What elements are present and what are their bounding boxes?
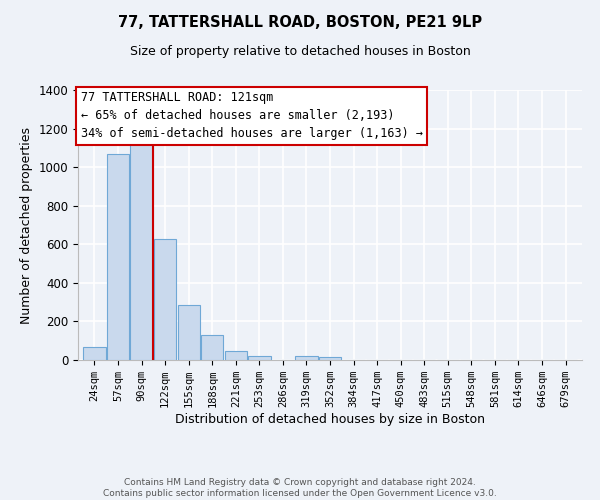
- Text: Contains HM Land Registry data © Crown copyright and database right 2024.
Contai: Contains HM Land Registry data © Crown c…: [103, 478, 497, 498]
- Bar: [201, 335, 223, 360]
- Bar: [178, 305, 200, 360]
- X-axis label: Distribution of detached houses by size in Boston: Distribution of detached houses by size …: [175, 413, 485, 426]
- Text: Size of property relative to detached houses in Boston: Size of property relative to detached ho…: [130, 45, 470, 58]
- Bar: [83, 348, 106, 360]
- Text: 77 TATTERSHALL ROAD: 121sqm
← 65% of detached houses are smaller (2,193)
34% of : 77 TATTERSHALL ROAD: 121sqm ← 65% of det…: [80, 92, 422, 140]
- Y-axis label: Number of detached properties: Number of detached properties: [20, 126, 33, 324]
- Bar: [248, 356, 271, 360]
- Bar: [154, 238, 176, 360]
- Bar: [224, 350, 247, 360]
- Bar: [319, 357, 341, 360]
- Bar: [107, 154, 129, 360]
- Bar: [295, 356, 317, 360]
- Text: 77, TATTERSHALL ROAD, BOSTON, PE21 9LP: 77, TATTERSHALL ROAD, BOSTON, PE21 9LP: [118, 15, 482, 30]
- Bar: [130, 136, 153, 360]
